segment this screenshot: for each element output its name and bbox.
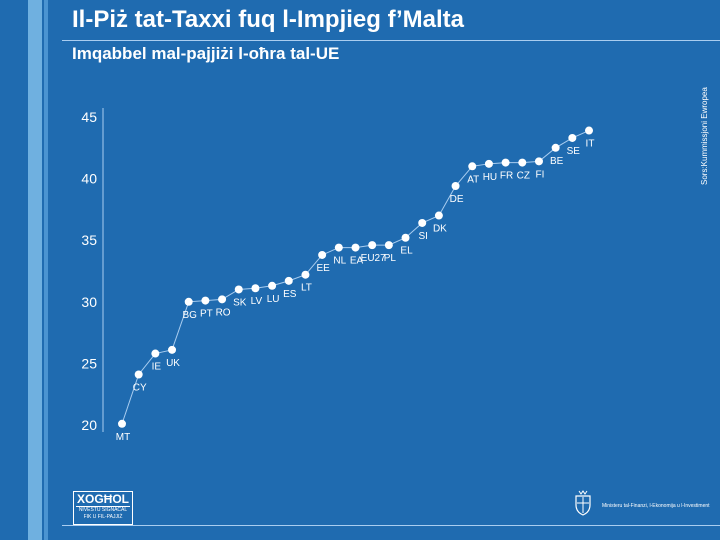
country-label-bg: BG xyxy=(182,310,197,321)
government-crest-icon xyxy=(575,490,591,516)
country-label-lt: LT xyxy=(301,283,312,294)
xoghol-logo: XOGĦOL NIVESTU SIGNACAL FIK U FIL-PAJJIŻ xyxy=(73,491,133,525)
slide-subtitle: Imqabbel mal-pajjiżi l-oħra tal-UE xyxy=(72,44,340,63)
country-label-it: IT xyxy=(586,139,595,150)
country-label-be: BE xyxy=(550,156,564,167)
y-tick-label: 45 xyxy=(81,109,97,125)
y-tick-label: 25 xyxy=(81,355,97,371)
country-label-ee: EE xyxy=(316,263,330,274)
country-label-ie: IE xyxy=(152,362,162,373)
data-point-lu xyxy=(268,281,277,290)
country-label-lu: LU xyxy=(267,294,280,305)
country-label-ro: RO xyxy=(216,307,231,318)
y-tick-label: 20 xyxy=(81,417,97,433)
logo-divider xyxy=(76,506,130,507)
country-label-cz: CZ xyxy=(517,171,530,182)
data-point-cz xyxy=(518,158,527,167)
y-tick-labels: 20 25 30 35 40 45 xyxy=(81,109,97,433)
country-label-sk: SK xyxy=(233,297,247,308)
data-point-ro xyxy=(218,295,227,304)
logo-subtitle-1: NIVESTU SIGNACAL xyxy=(78,507,128,513)
country-label-nl: NL xyxy=(333,256,346,267)
country-label-eu27: EU27 xyxy=(361,253,386,264)
data-point-si xyxy=(418,218,427,227)
title-divider xyxy=(62,40,720,41)
data-point-bg xyxy=(184,297,193,306)
country-label-uk: UK xyxy=(166,358,180,369)
country-label-hu: HU xyxy=(483,172,497,183)
data-point-lv xyxy=(251,284,260,293)
data-point-eu27 xyxy=(368,241,377,250)
data-point-sk xyxy=(234,285,243,294)
data-point-pt xyxy=(201,296,210,305)
data-point-nl xyxy=(334,243,343,252)
left-accent-stripe-inner xyxy=(44,0,48,540)
country-label-dk: DK xyxy=(433,224,447,235)
data-point-at xyxy=(468,162,477,171)
country-label-pt: PT xyxy=(200,309,213,320)
data-point-fr xyxy=(501,158,510,167)
data-point-ea xyxy=(351,243,360,252)
y-tick-label: 40 xyxy=(81,171,97,187)
data-point-el xyxy=(401,233,410,242)
data-point-uk xyxy=(168,345,177,354)
country-label-mt: MT xyxy=(116,432,130,443)
data-point-mt xyxy=(118,419,126,428)
logo-subtitle-2: FIK U FIL-PAJJIŻ xyxy=(83,514,123,520)
country-label-se: SE xyxy=(567,146,581,157)
y-tick-label: 30 xyxy=(81,294,97,310)
data-point-de xyxy=(451,181,460,190)
slide-title: Il-Piż tat-Taxxi fuq l-Impjieg f’Malta xyxy=(72,6,465,33)
ministry-name: Ministeru tal-Finanzi, l-Ekonomija u l-I… xyxy=(602,503,710,509)
data-point-ee xyxy=(318,250,327,259)
data-point-it xyxy=(585,126,593,135)
data-point-hu xyxy=(484,159,493,168)
country-label-si: SI xyxy=(418,231,427,242)
footer-divider xyxy=(62,525,720,526)
data-point-ie xyxy=(151,349,160,358)
country-label-lv: LV xyxy=(251,296,263,307)
data-point-dk xyxy=(434,211,443,220)
country-label-ea: EA xyxy=(350,256,364,267)
country-label-fr: FR xyxy=(500,171,513,182)
logo-title: XOGĦOL xyxy=(76,492,129,506)
data-point-es xyxy=(284,276,293,285)
country-label-at: AT xyxy=(467,174,479,185)
country-label-el: EL xyxy=(400,246,413,257)
y-tick-label: 35 xyxy=(81,232,97,248)
country-label-fi: FI xyxy=(536,169,545,180)
data-point-pl xyxy=(384,241,393,250)
country-label-cy: CY xyxy=(133,382,147,393)
country-label-es: ES xyxy=(283,289,297,300)
data-point-se xyxy=(568,133,577,142)
country-label-de: DE xyxy=(450,194,464,205)
data-points xyxy=(118,126,593,428)
data-point-cy xyxy=(134,370,143,379)
data-point-be xyxy=(551,143,560,152)
country-label-pl: PL xyxy=(384,253,397,264)
data-point-lt xyxy=(301,270,310,279)
data-point-fi xyxy=(534,157,543,166)
left-accent-stripe xyxy=(28,0,42,540)
